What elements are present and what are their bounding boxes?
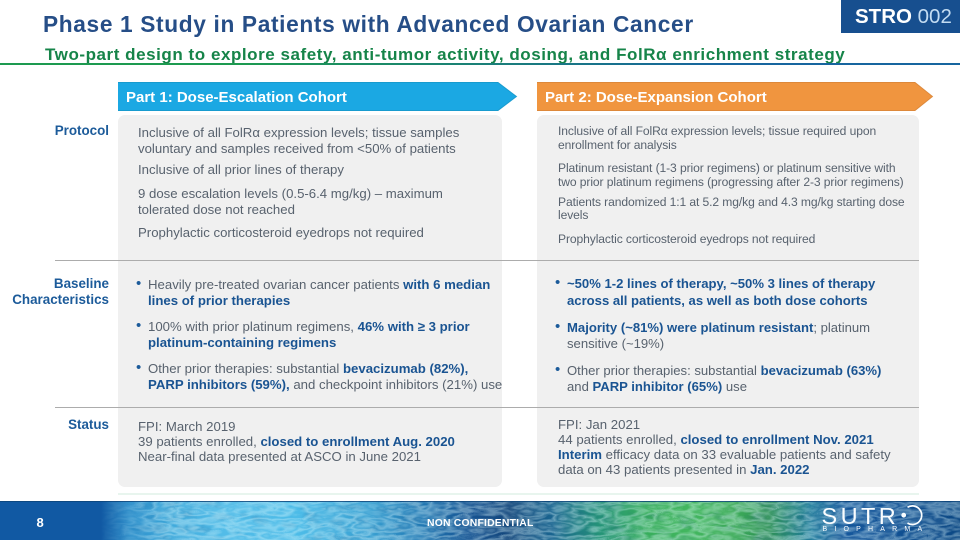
svg-text:SUTR: SUTR [822,503,900,529]
svg-text:BIOPHARMA: BIOPHARMA [823,526,930,533]
